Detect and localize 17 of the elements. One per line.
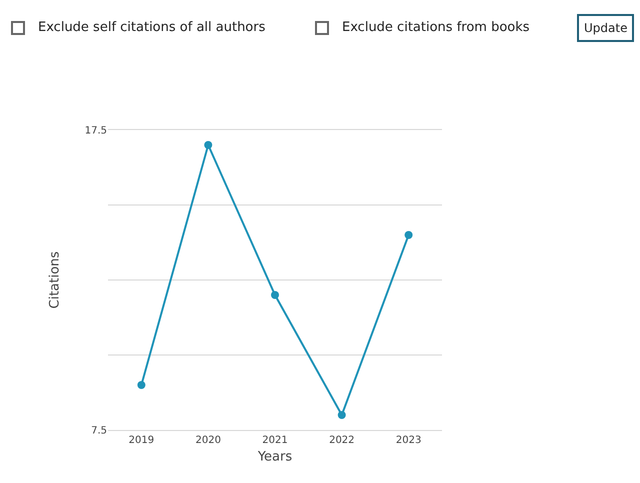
text: Exclude citations from books bbox=[342, 20, 530, 35]
x-tick-label: 2022 bbox=[329, 435, 355, 446]
point bbox=[338, 411, 346, 419]
point bbox=[137, 381, 146, 389]
point bbox=[271, 291, 279, 299]
point bbox=[204, 141, 212, 149]
x-tick-label: 2023 bbox=[396, 435, 422, 446]
text: Update bbox=[584, 21, 628, 35]
x-axis-title: Years bbox=[256, 450, 292, 465]
y-tick-label: 17.5 bbox=[84, 126, 107, 136]
y-tick-label: 7.5 bbox=[91, 426, 107, 436]
text: Exclude self citations of all authors bbox=[38, 20, 266, 35]
point bbox=[404, 231, 413, 239]
y-axis-title: Citations bbox=[48, 251, 63, 309]
x-tick-label: 2020 bbox=[195, 435, 221, 446]
x-tick-label: 2021 bbox=[262, 435, 288, 446]
x-tick-label: 2019 bbox=[128, 435, 154, 446]
